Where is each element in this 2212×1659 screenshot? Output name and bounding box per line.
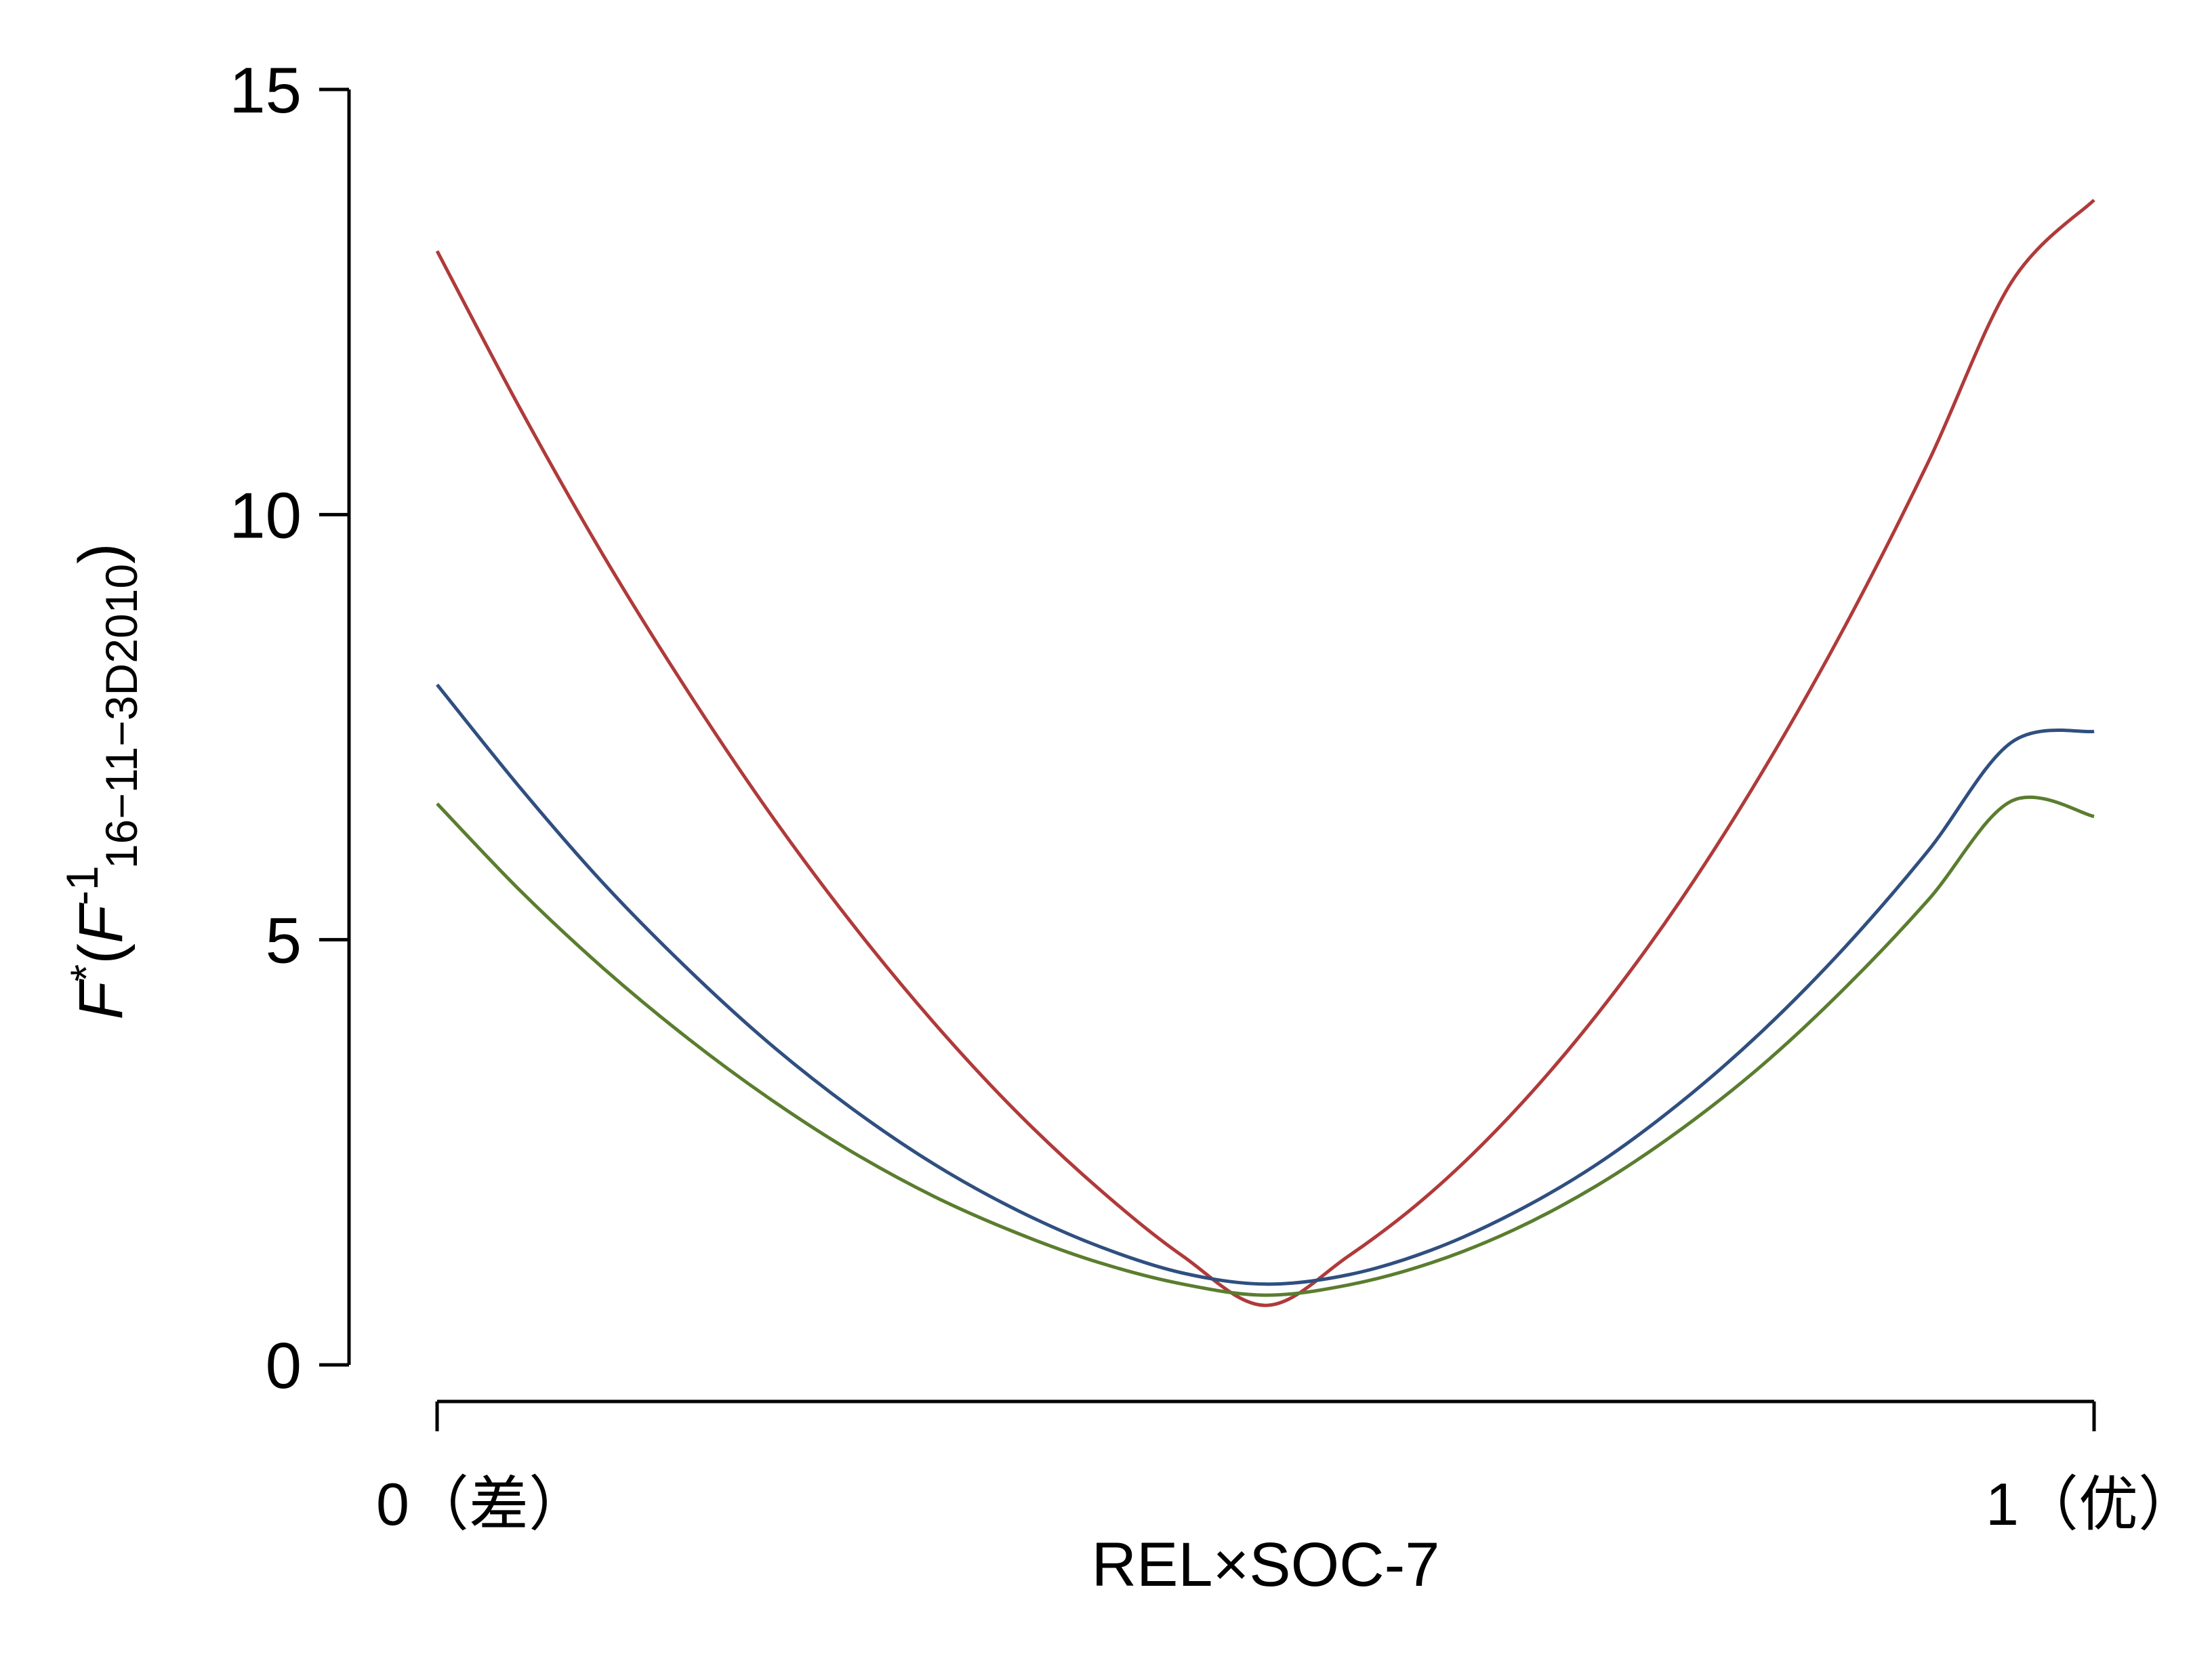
x-axis-label: REL×SOC-7 [1092,1530,1440,1599]
y-label-close: ) [66,543,136,564]
y-tick-label: 5 [266,905,302,977]
y-label-star: * [61,964,111,982]
series-line-3 [436,795,2095,1297]
y-tick-label: 15 [229,54,302,127]
y-axis-label: F*(F-116−11−3D2010) [57,543,146,1019]
x-axis: 0（差） 1（优） [376,1399,2198,1538]
y-label-open: ( [66,943,136,964]
y-axis: 0 5 10 15 [229,54,351,1402]
series-line-1 [435,199,2095,1307]
y-label-inner: F [66,902,136,943]
y-label-sup: -1 [57,867,107,905]
x-tick-label: 0（差） [376,1471,588,1538]
y-label-sub: 16−11−3D2010 [96,564,146,869]
y-tick-label: 0 [266,1330,302,1402]
y-label-main: F [66,979,136,1020]
series-line-2 [436,683,2095,1286]
y-tick-label: 10 [229,479,302,552]
series-layer [435,199,2095,1307]
x-tick-label: 1（优） [1986,1471,2198,1538]
